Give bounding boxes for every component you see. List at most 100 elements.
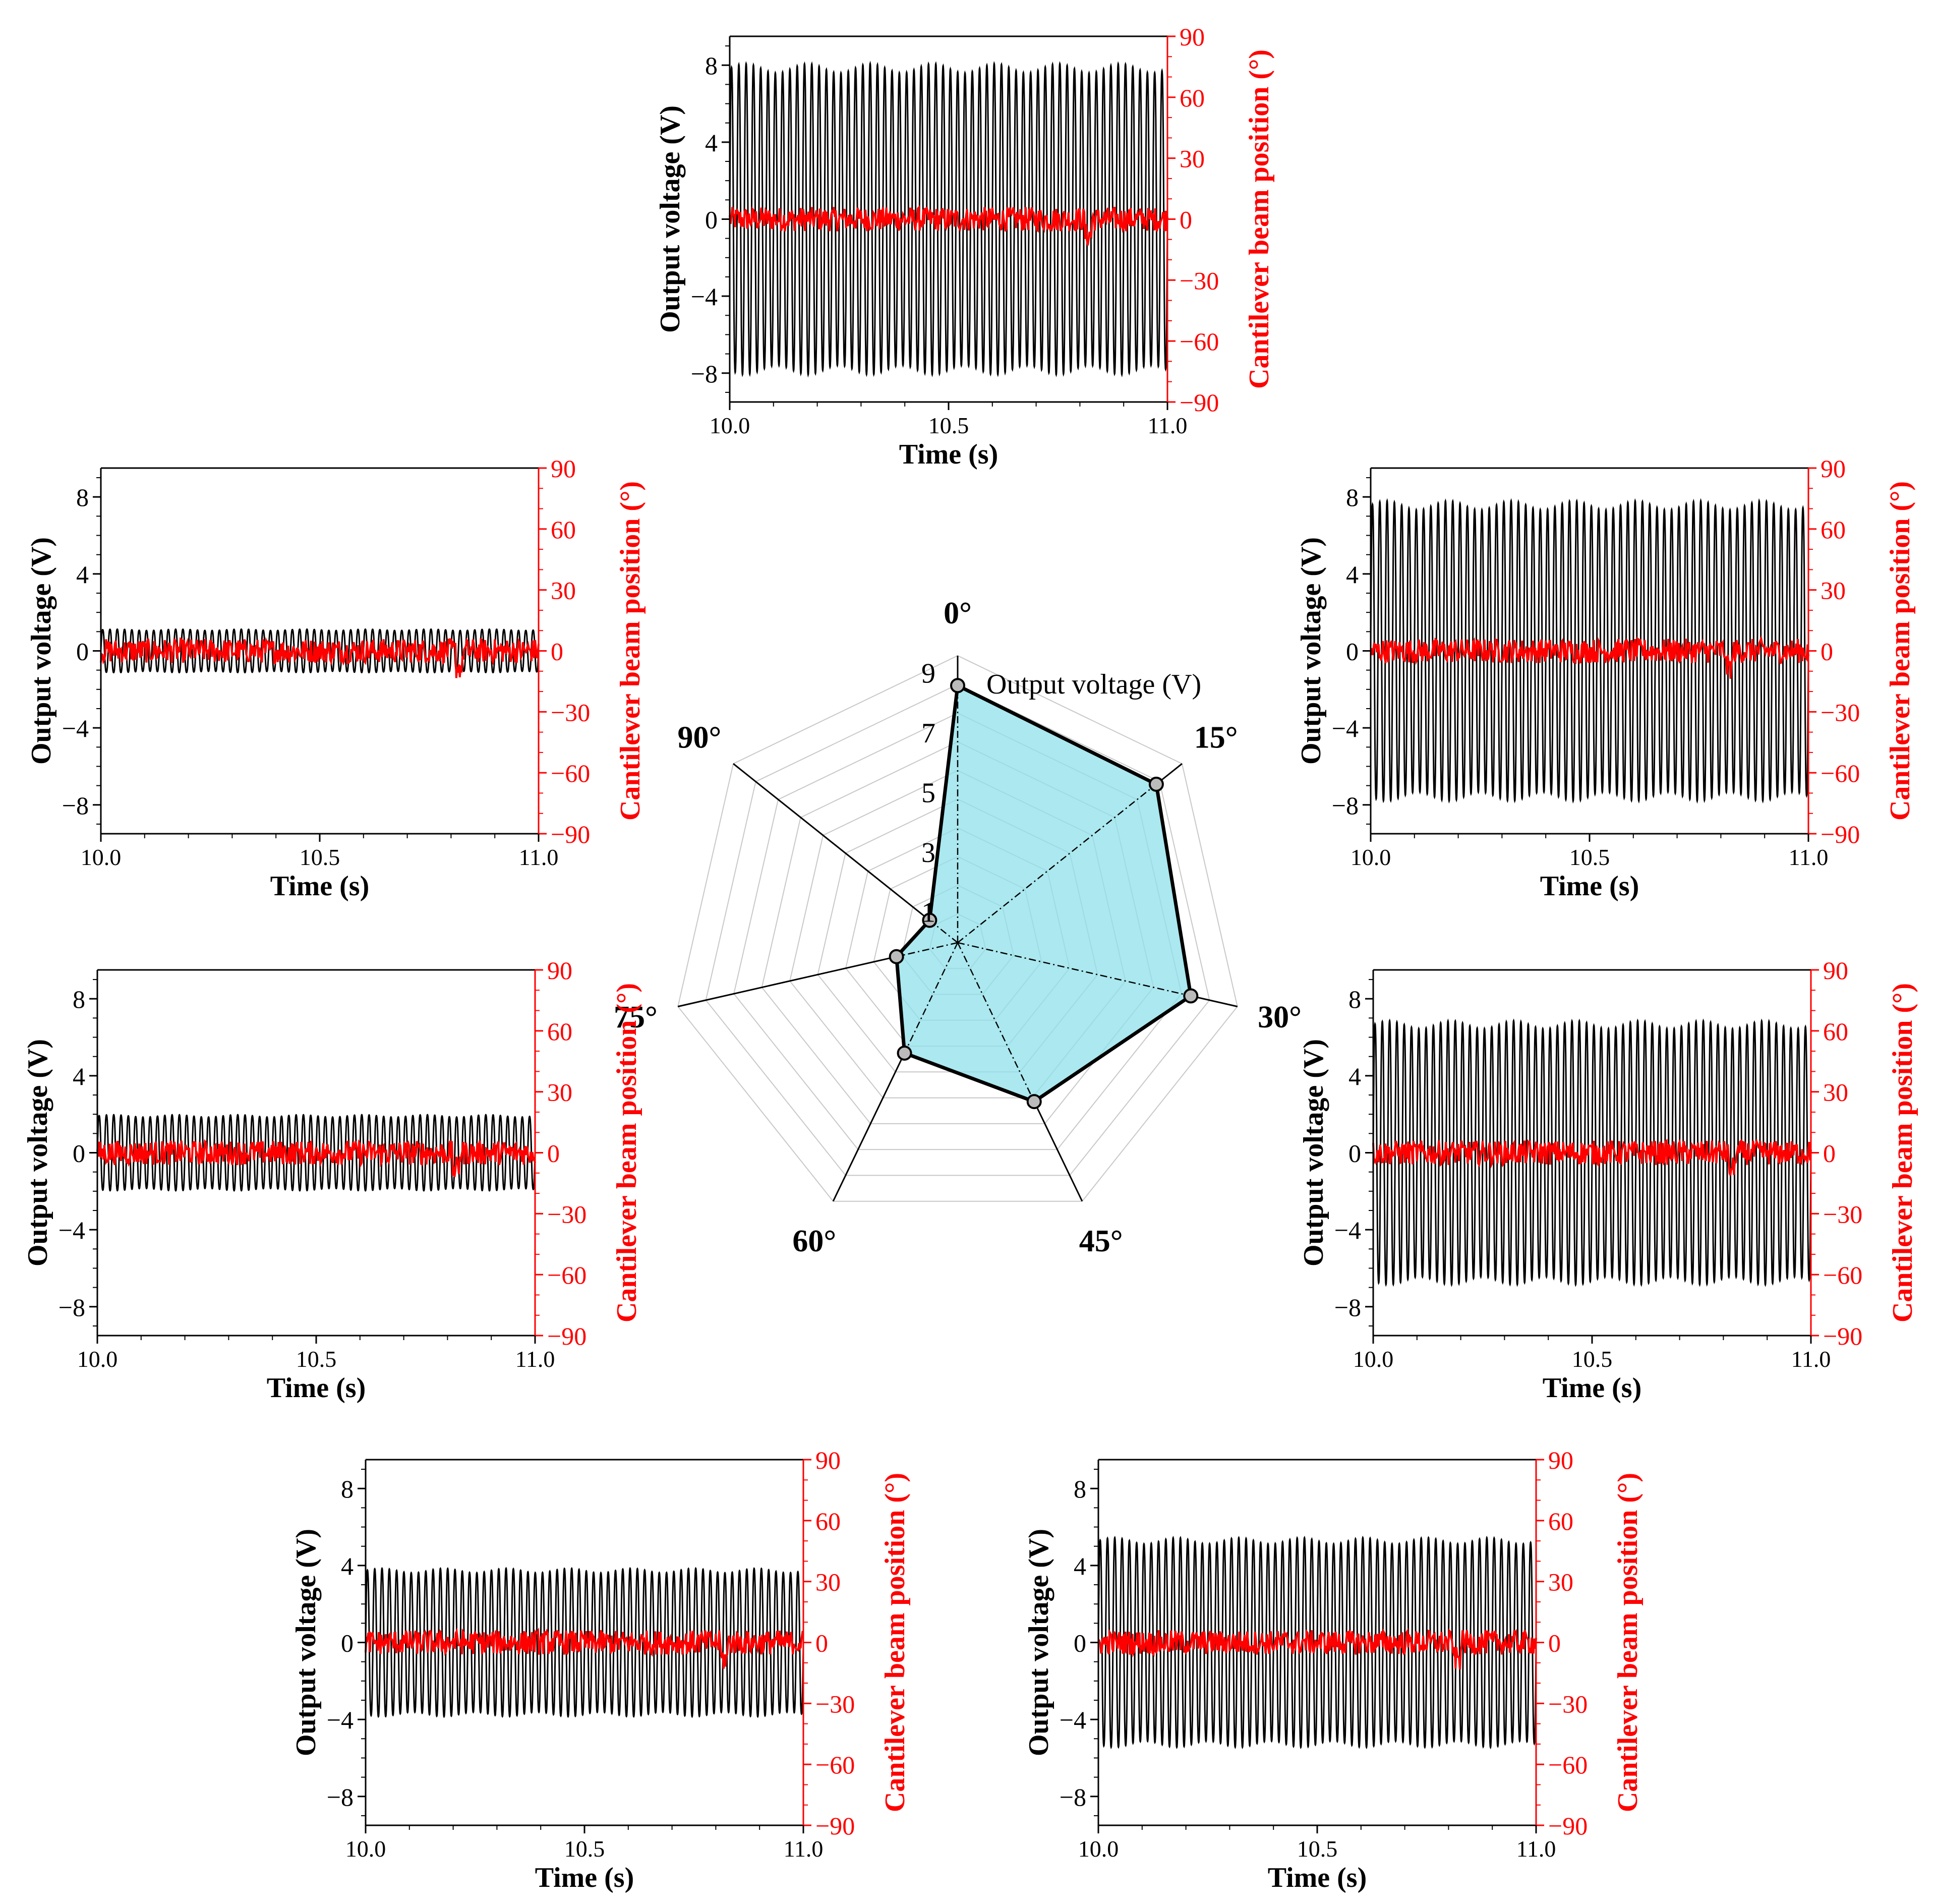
y2-axis-label: Cantilever beam position (°) <box>1887 983 1918 1322</box>
radar-category-label: 60° <box>792 1224 836 1258</box>
y2-tick-label: 90 <box>547 956 572 985</box>
y-axis-label: Output voltage (V) <box>290 1529 322 1756</box>
x-tick-label: 10.0 <box>81 844 122 870</box>
y2-tick-label: 60 <box>1180 84 1205 112</box>
radar-grid-ring <box>705 683 1210 1176</box>
y2-tick-label: 60 <box>1548 1507 1573 1535</box>
radar-axis-spoke <box>832 1053 905 1202</box>
radar-axis-title: Output voltage (V) <box>986 669 1201 700</box>
y-axis-label: Output voltage (V) <box>655 105 686 333</box>
y2-tick-label: −30 <box>815 1690 855 1718</box>
beam-position-series-line <box>1097 1628 1537 1670</box>
x-tick-label: 10.5 <box>928 413 969 438</box>
radar-data-point <box>922 912 937 928</box>
radar-data-point <box>897 1045 912 1061</box>
y-tick-label: −4 <box>1332 714 1359 742</box>
y2-tick-label: −60 <box>1821 759 1860 787</box>
radar-data-spoke <box>904 942 959 1054</box>
x-tick-label: 10.0 <box>1351 844 1391 870</box>
x-tick-label: 10.5 <box>1297 1836 1338 1862</box>
radar-axis-spoke <box>733 763 930 921</box>
radar-data-point <box>1026 1094 1042 1110</box>
radar-category-label: 30° <box>1258 1000 1302 1034</box>
y-tick-label: 0 <box>705 206 718 234</box>
x-axis-label: Time (s) <box>270 871 370 902</box>
x-tick-label: 11.0 <box>784 1836 824 1862</box>
y2-tick-label: −30 <box>1821 698 1860 726</box>
y2-tick-label: −30 <box>547 1200 586 1228</box>
y2-tick-label: 30 <box>547 1078 572 1107</box>
radar-data-spoke <box>957 942 1191 997</box>
radar-tick-label: 9 <box>921 658 935 689</box>
y2-tick-label: −60 <box>547 1261 586 1289</box>
y-tick-label: −8 <box>62 791 89 820</box>
radar-data-spoke <box>896 942 958 957</box>
y2-axis-label: Cantilever beam position (°) <box>615 481 646 821</box>
y-tick-label: −8 <box>1060 1783 1086 1811</box>
y2-tick-label: 60 <box>547 1017 572 1046</box>
radar-data-point <box>1148 776 1164 792</box>
radar-data-spoke <box>957 783 1157 943</box>
y-tick-label: 4 <box>341 1552 354 1580</box>
radar-data-point <box>889 949 904 964</box>
y2-tick-label: −90 <box>1823 1322 1862 1350</box>
y-tick-label: −4 <box>691 282 718 311</box>
radar-axis-spoke <box>677 956 897 1008</box>
y-tick-label: 4 <box>76 560 89 589</box>
y-tick-label: 8 <box>705 51 718 80</box>
radar-chart: 1 3 5 7 9 Output voltage (V) 0° 15° 30° 45° 60° 75°… <box>614 596 1302 1258</box>
x-axis-label: Time (s) <box>535 1862 634 1893</box>
panel-4: 8 4 0 −4 −8 90 60 30 0 −30 −60 −90 10.0 10.5 11.0 Time … <box>22 956 642 1404</box>
panel-7: 8 4 0 −4 −8 90 60 30 0 −30 −60 −90 10.0 10.5 11.0 Time … <box>1023 1446 1643 1893</box>
y-tick-label: −8 <box>58 1293 85 1321</box>
x-axis-label: Time (s) <box>1543 1372 1642 1404</box>
x-tick-label: 11.0 <box>515 1346 555 1372</box>
y2-tick-label: −90 <box>1821 820 1860 848</box>
y-tick-label: −4 <box>327 1706 354 1734</box>
y2-tick-label: 90 <box>1823 956 1848 985</box>
y-tick-label: 8 <box>73 985 85 1013</box>
y2-tick-label: 0 <box>1823 1139 1836 1168</box>
y-tick-label: 0 <box>1348 1139 1361 1168</box>
y2-tick-label: 60 <box>551 515 576 544</box>
panel-6: 8 4 0 −4 −8 90 60 30 0 −30 −60 −90 10.0 10.5 11.0 Time … <box>290 1446 911 1893</box>
x-axis-label: Time (s) <box>1268 1862 1367 1893</box>
y2-tick-label: 60 <box>815 1507 841 1535</box>
y2-tick-label: 90 <box>1180 23 1205 51</box>
y2-tick-label: −90 <box>815 1812 855 1840</box>
y2-axis-label: Cantilever beam position (°) <box>611 983 642 1322</box>
panel-1: 8 4 0 −4 −8 90 60 30 0 −30 −60 −90 10.0 10.5 11.0 Time … <box>655 23 1275 470</box>
y2-tick-label: 30 <box>1180 145 1205 173</box>
radar-tick-label: 5 <box>921 778 935 809</box>
y-tick-label: 4 <box>1346 560 1359 589</box>
y2-tick-label: 30 <box>1548 1568 1573 1596</box>
y2-tick-label: −30 <box>551 698 590 726</box>
y-tick-label: 4 <box>1074 1552 1086 1580</box>
y2-tick-label: 60 <box>1821 515 1846 544</box>
radar-category-label: 0° <box>944 596 972 630</box>
y-tick-label: 0 <box>73 1139 85 1168</box>
y-tick-label: −8 <box>1332 791 1359 820</box>
radar-data-spoke <box>957 942 1035 1102</box>
radar-grid-ring <box>677 655 1238 1202</box>
radar-tick-label: 7 <box>921 718 935 749</box>
panel-2: 8 4 0 −4 −8 90 60 30 0 −30 −60 −90 10.0 10.5 11.0 Time … <box>26 454 646 902</box>
y2-tick-label: −60 <box>1180 327 1219 356</box>
y2-tick-label: 30 <box>1823 1078 1848 1107</box>
x-tick-label: 11.0 <box>1789 844 1829 870</box>
radar-axis-spoke <box>1033 1101 1083 1202</box>
y2-tick-label: 0 <box>1180 206 1192 234</box>
y2-tick-label: −90 <box>1548 1812 1588 1840</box>
y2-tick-label: 30 <box>815 1568 841 1596</box>
beam-position-series-line <box>729 205 1168 246</box>
y2-tick-label: −60 <box>1823 1261 1862 1289</box>
y-tick-label: −8 <box>691 360 718 388</box>
y-tick-label: 0 <box>341 1629 354 1657</box>
x-tick-label: 11.0 <box>1148 413 1188 438</box>
x-axis-label: Time (s) <box>899 439 999 470</box>
x-tick-label: 10.5 <box>1569 844 1610 870</box>
y2-tick-label: −60 <box>551 759 590 787</box>
y2-tick-label: −90 <box>547 1322 586 1350</box>
y-tick-label: 8 <box>1074 1475 1086 1503</box>
